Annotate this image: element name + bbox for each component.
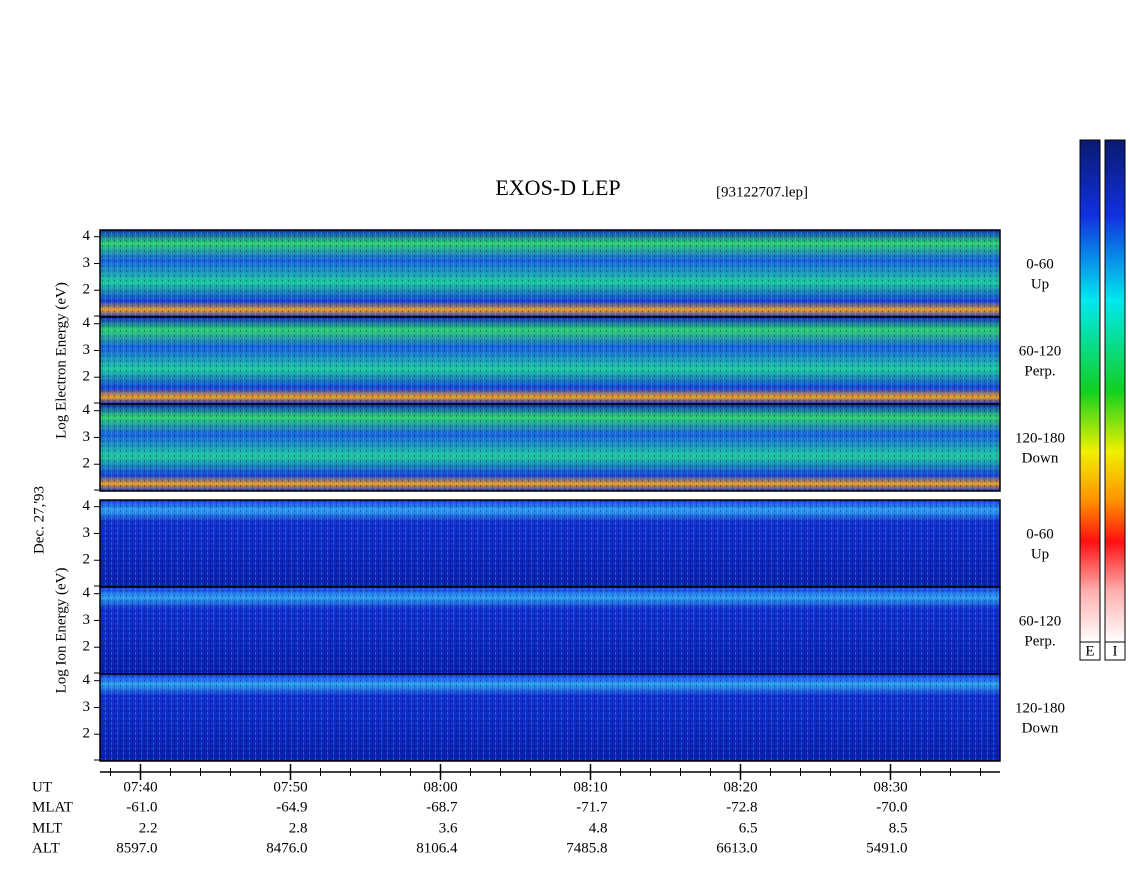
ephemeris-value: 5491.0: [866, 840, 907, 856]
x-axis-label: UT: [32, 779, 52, 795]
x-tick-label: 08:00: [423, 779, 457, 795]
ephemeris-value: 2.8: [289, 820, 308, 836]
ephemeris-value: 7485.8: [566, 840, 607, 856]
file-name: [93122707.lep]: [716, 184, 808, 200]
panel-direction: Down: [1022, 450, 1059, 466]
spectrogram-texture: [100, 500, 1000, 587]
y-tick-label: 4: [83, 315, 91, 331]
ephemeris-value: -70.0: [876, 799, 907, 815]
ephemeris-value: 6.5: [739, 820, 758, 836]
chart-title: EXOS-D LEP: [495, 175, 620, 200]
spectrogram-texture: [100, 230, 1000, 317]
colorbar-label-box: [1079, 641, 1101, 661]
ephemeris-value: 8476.0: [266, 840, 307, 856]
ephemeris-value: 8597.0: [116, 840, 157, 856]
x-tick-label: 07:40: [123, 779, 157, 795]
panel-angle: 120-180: [1015, 700, 1065, 716]
spectrogram-texture: [100, 674, 1000, 761]
panel-angle: 60-120: [1019, 343, 1062, 359]
y-tick-label: 4: [83, 228, 91, 244]
colorbar-label: E: [1085, 643, 1094, 659]
panel-direction: Up: [1031, 276, 1049, 292]
ephemeris-value: 4.8: [589, 820, 608, 836]
ephemeris-value: 8106.4: [416, 840, 458, 856]
y-tick-label: 4: [83, 672, 91, 688]
date-label: Dec. 27,'93: [31, 486, 47, 554]
y-tick-label: 3: [83, 699, 91, 715]
y-tick-label: 4: [83, 498, 91, 514]
colorbar-label-box: [1104, 641, 1126, 661]
y-tick-label: 3: [83, 342, 91, 358]
y-tick-label: 3: [83, 525, 91, 541]
panel-direction: Perp.: [1024, 363, 1055, 379]
ephemeris-value: -68.7: [426, 799, 458, 815]
colorbar: [1104, 139, 1126, 643]
panel-direction: Down: [1022, 720, 1059, 736]
spectrogram-texture: [100, 587, 1000, 674]
panel-frame: [99, 403, 1001, 492]
y-tick-label: 3: [83, 612, 91, 628]
ephemeris-value: -71.7: [576, 799, 608, 815]
ephemeris-name: MLT: [32, 820, 62, 836]
x-tick-label: 08:10: [573, 779, 607, 795]
ephemeris-name: MLAT: [32, 799, 73, 815]
y-tick-label: 2: [83, 282, 91, 298]
x-tick-label: 08:30: [873, 779, 907, 795]
y-tick-label: 4: [83, 585, 91, 601]
y-tick-label: 2: [83, 639, 91, 655]
y-tick-label: 2: [83, 552, 91, 568]
y-tick-label: 3: [83, 429, 91, 445]
ephemeris-value: 8.5: [889, 820, 908, 836]
panel-angle: 0-60: [1026, 256, 1054, 272]
x-tick-label: 08:20: [723, 779, 757, 795]
colorbar-label: I: [1113, 643, 1118, 659]
y-tick-label: 2: [83, 726, 91, 742]
panel-direction: Perp.: [1024, 633, 1055, 649]
x-tick-label: 07:50: [273, 779, 307, 795]
panel-direction: Up: [1031, 546, 1049, 562]
colorbar: [1079, 139, 1101, 643]
spectrogram-texture: [100, 404, 1000, 491]
panel-angle: 60-120: [1019, 613, 1062, 629]
y-axis-label: Log Ion Energy (eV): [53, 568, 69, 694]
y-tick-label: 2: [83, 456, 91, 472]
ephemeris-value: 3.6: [439, 820, 458, 836]
ephemeris-name: ALT: [32, 840, 60, 856]
y-axis-label: Log Electron Energy (eV): [53, 282, 69, 439]
panel-angle: 120-180: [1015, 430, 1065, 446]
ephemeris-value: 2.2: [139, 820, 158, 836]
y-tick-label: 2: [83, 369, 91, 385]
ephemeris-value: -72.8: [726, 799, 757, 815]
ephemeris-value: 6613.0: [716, 840, 757, 856]
y-tick-label: 3: [83, 255, 91, 271]
ephemeris-value: -64.9: [276, 799, 307, 815]
panel-angle: 0-60: [1026, 526, 1054, 542]
ephemeris-value: -61.0: [126, 799, 157, 815]
spectrogram-texture: [100, 317, 1000, 404]
y-tick-label: 4: [83, 402, 91, 418]
panel-frame: [99, 673, 1001, 762]
